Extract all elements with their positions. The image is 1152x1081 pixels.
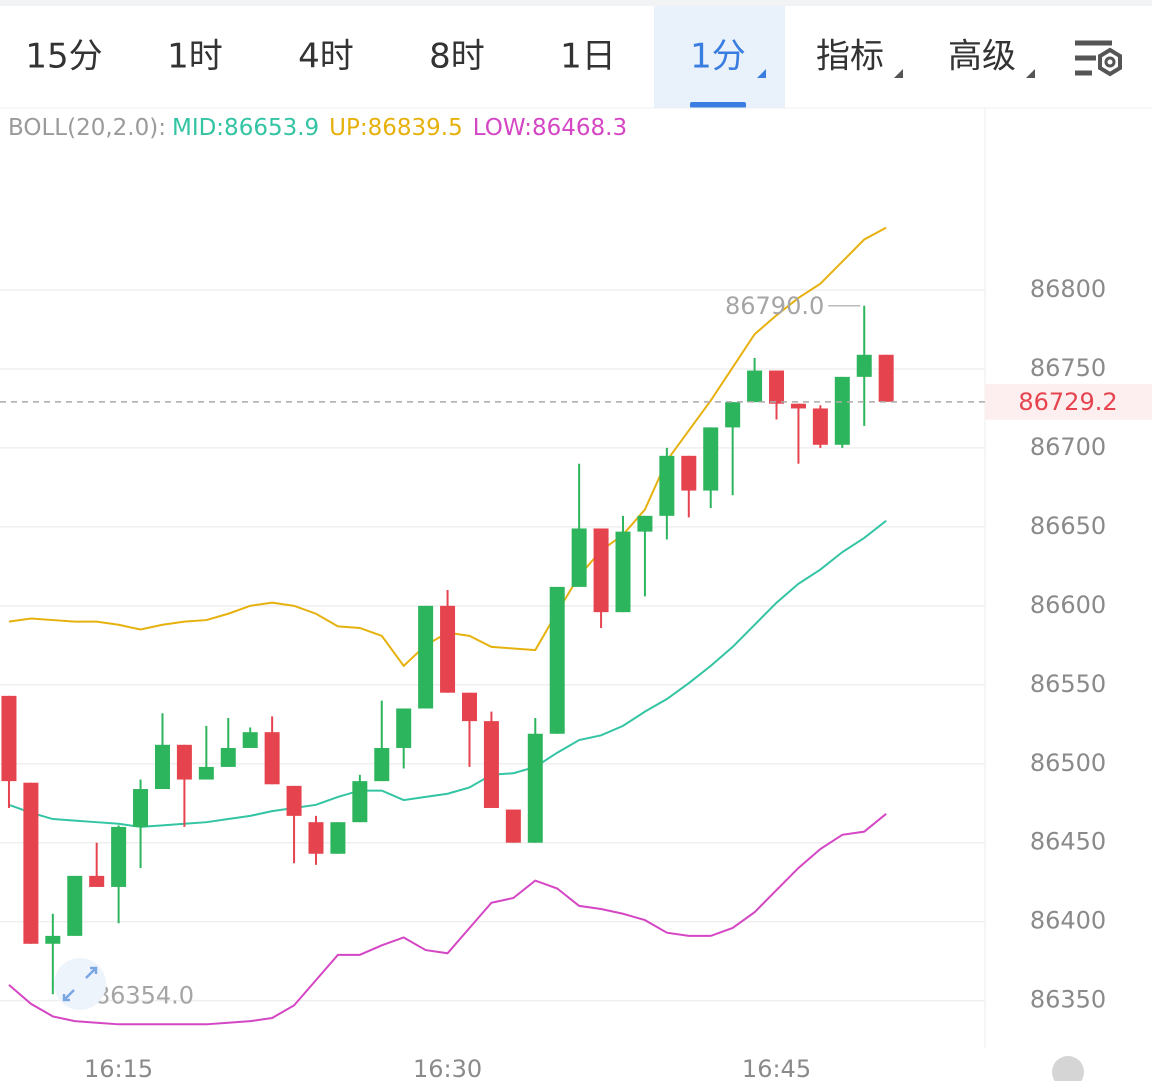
last-price-box [985, 383, 1152, 420]
candle-body [856, 354, 872, 377]
candle-body [23, 782, 39, 944]
candle-body [483, 721, 499, 808]
candle-body [154, 744, 170, 790]
settings-icon[interactable] [1075, 40, 1122, 77]
x-tick-label: 16:45 [742, 1055, 811, 1081]
candle-body [703, 427, 719, 491]
candle-body [440, 605, 456, 693]
candle-body [133, 789, 149, 827]
dropdown-arrow [1026, 69, 1035, 78]
x-tick-label: 16:30 [413, 1055, 482, 1081]
candle-body [198, 766, 214, 780]
candle-body [352, 781, 368, 823]
candle-body [769, 370, 785, 404]
x-tick-label: 16:15 [84, 1055, 153, 1081]
top-strip [0, 0, 1152, 6]
candle-body [308, 822, 324, 854]
y-tick-label: 86350 [1030, 986, 1106, 1014]
annotation-label: 86790.0 [725, 292, 824, 320]
last-price-label: 86729.2 [1018, 388, 1117, 416]
tab-bar: 15分 1时 4时 8时 1日 1分 指标 高级 [25, 37, 1016, 77]
y-tick-label: 86800 [1030, 275, 1106, 303]
y-tick-label: 86750 [1030, 354, 1106, 382]
annotation-label: 86354.0 [95, 981, 194, 1009]
legend-entry: LOW:86468.3 [473, 115, 627, 141]
y-tick-label: 86400 [1030, 907, 1106, 935]
candle-body [505, 809, 521, 843]
tab[interactable]: 1日 [560, 37, 616, 77]
candle-body [681, 455, 697, 491]
logo-icon [1052, 1056, 1084, 1081]
candle-body [615, 531, 631, 613]
y-tick-label: 86500 [1030, 749, 1106, 777]
candle-body [1, 695, 17, 782]
candle-body [725, 402, 741, 428]
candle-body [45, 935, 61, 944]
candle-body [89, 875, 105, 887]
candle-body [812, 408, 828, 445]
y-tick-label: 86700 [1030, 433, 1106, 461]
y-tick-label: 86550 [1030, 670, 1106, 698]
expand-icon[interactable] [54, 958, 106, 1010]
candle-body [527, 733, 543, 843]
candle-body [220, 747, 236, 767]
candle-body [111, 826, 127, 887]
candle-body [330, 822, 346, 854]
dropdown-arrow [757, 69, 766, 78]
candle-body [549, 586, 565, 734]
candle-body [461, 692, 477, 722]
dropdown-arrow [894, 69, 903, 78]
tab[interactable]: 15分 [25, 37, 102, 77]
candle-body [571, 528, 587, 587]
legend-entry: UP:86839.5 [329, 115, 463, 141]
tab[interactable]: 高级 [948, 37, 1016, 77]
candle-body [374, 747, 390, 782]
tab[interactable]: 指标 [816, 37, 884, 77]
candle-body [834, 376, 850, 445]
legend-label: BOLL(20,2.0): [8, 115, 166, 141]
active-tab-indicator [690, 102, 746, 108]
candle-body [659, 455, 675, 516]
candle-body [418, 605, 434, 709]
candle-body [286, 785, 302, 816]
plot-area: 86350 86400 86450 86500 86550 86600 86650 86700… [0, 226, 1152, 1081]
tab[interactable]: 8时 [429, 37, 485, 77]
candle-body [67, 875, 83, 936]
candle-body [396, 708, 412, 748]
active-tab-background [654, 6, 785, 108]
candle-body [593, 528, 609, 613]
tab[interactable]: 4时 [298, 37, 354, 77]
y-tick-label: 86600 [1030, 591, 1106, 619]
candle-body [176, 744, 192, 780]
tab[interactable]: 1分 [690, 37, 746, 77]
candle-body [264, 732, 280, 785]
candle-body [878, 354, 894, 402]
candle-body [242, 732, 258, 748]
candle-body [790, 403, 806, 409]
y-tick-label: 86450 [1030, 828, 1106, 856]
indicator-line [8, 813, 887, 1026]
tab[interactable]: 1时 [167, 37, 223, 77]
candle-body [637, 515, 653, 532]
legend-entry: MID:86653.9 [172, 115, 319, 141]
y-tick-label: 86650 [1030, 512, 1106, 540]
indicator-legend: BOLL(20,2.0): MID:86653.9 UP:86839.5 LOW:86… [8, 115, 627, 141]
indicator-line [8, 519, 887, 828]
candle-body [747, 370, 763, 403]
